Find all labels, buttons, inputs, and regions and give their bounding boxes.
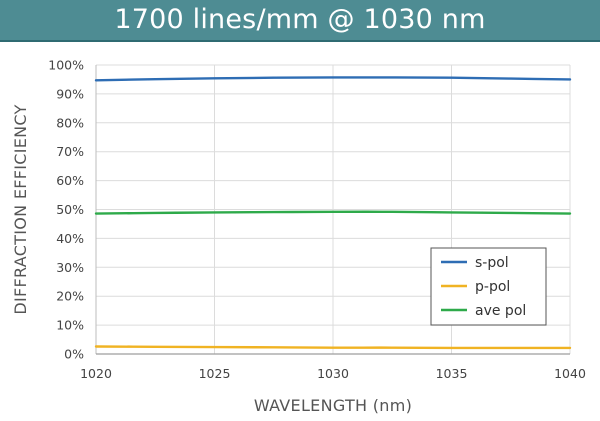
y-tick-label: 70% — [56, 144, 84, 159]
x-tick-label: 1030 — [317, 366, 349, 381]
axes: 0% 10% 20% 30% 40% 50% 60% 70% 80% 90% 100% 1020 102… — [48, 58, 586, 382]
y-axis-title: DIFFRACTION EFFICIENCY — [11, 104, 30, 314]
legend-label-s-pol: s-pol — [475, 255, 509, 271]
y-tick-label: 20% — [56, 289, 84, 304]
x-tick-label: 1040 — [554, 366, 586, 381]
series-lines — [94, 76, 572, 350]
series-line-s-pol — [94, 76, 572, 82]
y-tick-label: 90% — [56, 86, 84, 101]
legend-label-ave-pol: ave pol — [475, 303, 526, 319]
y-tick-label: 100% — [48, 58, 84, 73]
y-tick-label: 80% — [56, 115, 84, 130]
chart-title: 1700 lines/mm @ 1030 nm — [114, 4, 486, 35]
y-tick-label: 40% — [56, 231, 84, 246]
y-tick-label: 60% — [56, 173, 84, 188]
y-tick-label: 10% — [56, 318, 84, 333]
y-tick-label: 0% — [64, 347, 84, 362]
x-tick-label: 1035 — [436, 366, 468, 381]
legend-label-p-pol: p-pol — [475, 279, 510, 295]
x-axis-title: WAVELENGTH (nm) — [254, 396, 412, 415]
x-tick-label: 1025 — [199, 366, 231, 381]
y-tick-label: 30% — [56, 260, 84, 275]
title-bar: 1700 lines/mm @ 1030 nm — [0, 0, 600, 42]
series-line-ave-pol — [94, 210, 572, 215]
series-line-p-pol — [94, 345, 572, 350]
y-tick-label: 50% — [56, 202, 84, 217]
grid — [96, 64, 571, 354]
x-tick-label: 1020 — [80, 366, 112, 381]
legend: s-pol p-pol ave pol — [430, 247, 547, 326]
